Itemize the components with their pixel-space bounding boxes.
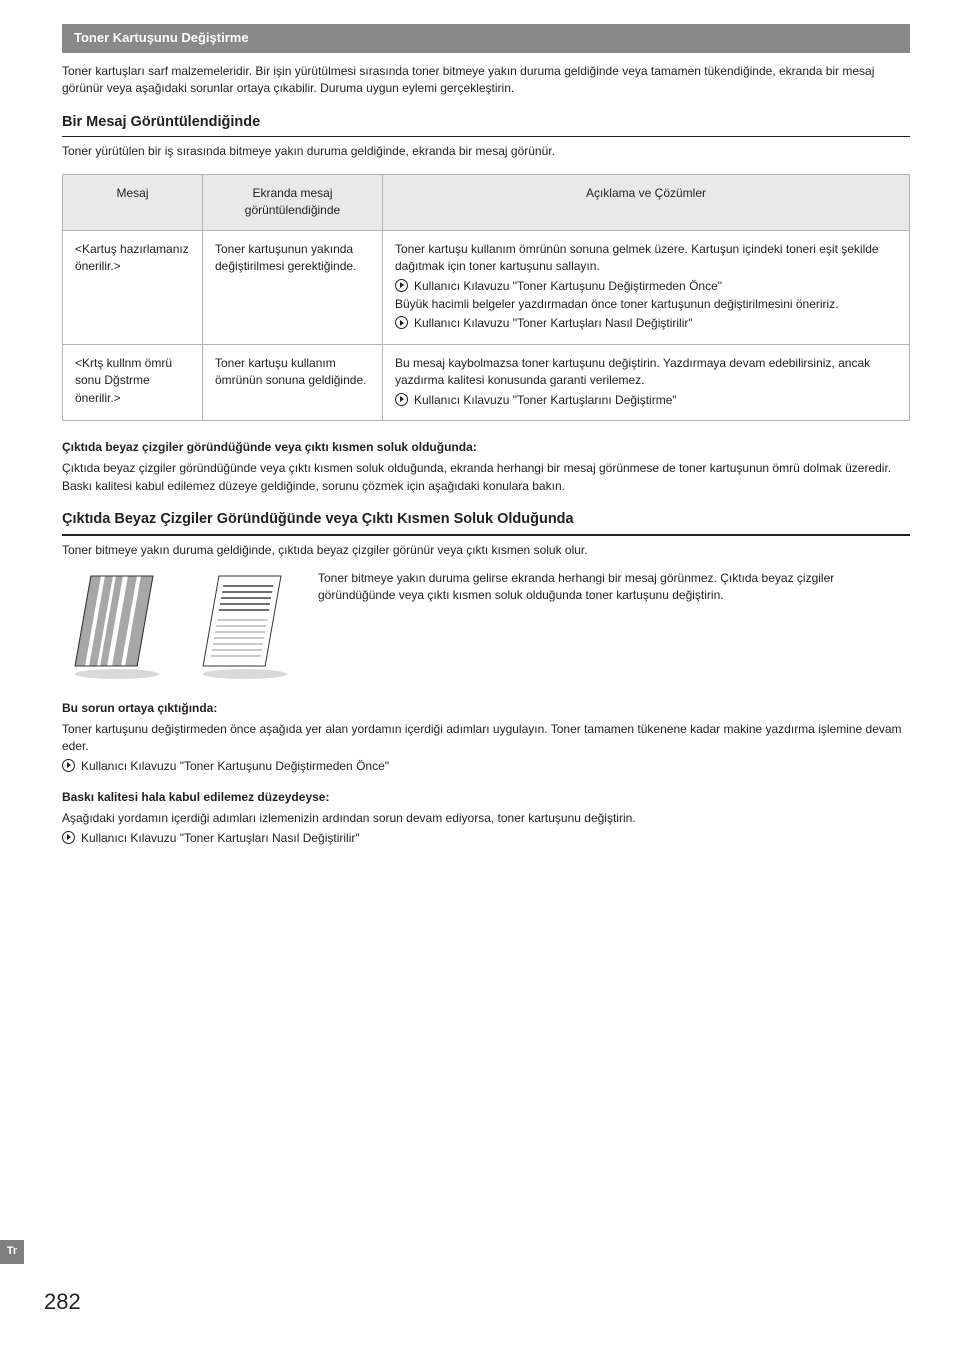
subhead-when-occurs: Bu sorun ortaya çıktığında:	[62, 700, 910, 717]
intro-text: Toner kartuşları sarf malzemeleridir. Bi…	[62, 63, 910, 98]
table-row: <Krtş kullnm ömrü sonu Dğstrme önerilir.…	[63, 344, 910, 420]
illustration-group	[62, 570, 300, 680]
heading-white-lines: Çıktıda Beyaz Çizgiler Göründüğünde veya…	[62, 509, 910, 536]
reference-icon	[395, 393, 408, 406]
sub3-text: Aşağıdaki yordamın içerdiği adımları izl…	[62, 810, 910, 827]
sub2-text: Toner kartuşunu değiştirmeden önce aşağı…	[62, 721, 910, 756]
ref-text: Kullanıcı Kılavuzu "Toner Kartuşlarını D…	[414, 392, 677, 409]
cell-when-2: Toner kartuşu kullanım ömrünün sonuna ge…	[203, 344, 383, 420]
sub1-text: Çıktıda beyaz çizgiler göründüğünde veya…	[62, 460, 910, 495]
th-when: Ekranda mesaj görüntülendiğinde	[203, 175, 383, 231]
reference-icon	[395, 279, 408, 292]
language-tab: Tr	[0, 1240, 24, 1264]
ref-text: Kullanıcı Kılavuzu "Toner Kartuşunu Deği…	[81, 758, 389, 775]
ref-text: Kullanıcı Kılavuzu "Toner Kartuşları Nas…	[414, 315, 693, 332]
message-table: Mesaj Ekranda mesaj görüntülendiğinde Aç…	[62, 174, 910, 421]
ref-text: Kullanıcı Kılavuzu "Toner Kartuşunu Deği…	[414, 278, 722, 295]
cell-msg-1: <Kartuş hazırlamanız önerilir.>	[63, 230, 203, 344]
illustration-caption: Toner bitmeye yakın duruma gelirse ekran…	[318, 570, 910, 605]
desc-text: Bu mesaj kaybolmazsa toner kartuşunu değ…	[395, 355, 897, 390]
reference-icon	[62, 759, 75, 772]
illustration-faded	[190, 570, 300, 680]
ref-text: Kullanıcı Kılavuzu "Toner Kartuşları Nas…	[81, 830, 360, 847]
illustration-white-lines	[62, 570, 172, 680]
sec2-text: Toner bitmeye yakın duruma geldiğinde, ç…	[62, 542, 910, 559]
reference-icon	[395, 316, 408, 329]
table-row: <Kartuş hazırlamanız önerilir.> Toner ka…	[63, 230, 910, 344]
reference-icon	[62, 831, 75, 844]
sec1-text: Toner yürütülen bir iş sırasında bitmeye…	[62, 143, 910, 160]
section-banner: Toner Kartuşunu Değiştirme	[62, 24, 910, 53]
th-mesaj: Mesaj	[63, 175, 203, 231]
cell-msg-2: <Krtş kullnm ömrü sonu Dğstrme önerilir.…	[63, 344, 203, 420]
cell-when-1: Toner kartuşunun yakında değiştirilmesi …	[203, 230, 383, 344]
cell-desc-2: Bu mesaj kaybolmazsa toner kartuşunu değ…	[383, 344, 910, 420]
desc-text: Toner kartuşu kullanım ömrünün sonuna ge…	[395, 241, 897, 276]
heading-message-displayed: Bir Mesaj Görüntülendiğinde	[62, 112, 910, 137]
desc-text: Büyük hacimli belgeler yazdırmadan önce …	[395, 296, 897, 313]
th-desc: Açıklama ve Çözümler	[383, 175, 910, 231]
cell-desc-1: Toner kartuşu kullanım ömrünün sonuna ge…	[383, 230, 910, 344]
subhead-white-lines: Çıktıda beyaz çizgiler göründüğünde veya…	[62, 439, 910, 456]
page-number: 282	[44, 1286, 81, 1318]
subhead-still-bad: Baskı kalitesi hala kabul edilemez düzey…	[62, 789, 910, 806]
